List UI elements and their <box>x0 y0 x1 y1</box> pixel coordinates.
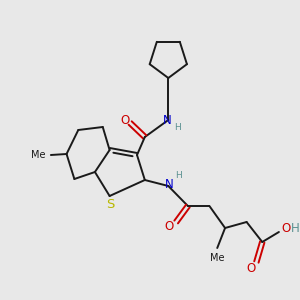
Text: H: H <box>175 172 182 181</box>
Text: O: O <box>282 223 291 236</box>
Text: O: O <box>121 113 130 127</box>
Text: O: O <box>246 262 255 275</box>
Text: H: H <box>291 223 299 236</box>
Text: O: O <box>165 220 174 232</box>
Text: S: S <box>106 199 115 212</box>
Text: N: N <box>163 113 172 127</box>
Text: Me: Me <box>210 253 224 263</box>
Text: N: N <box>165 178 174 190</box>
Text: H: H <box>174 122 181 131</box>
Text: Me: Me <box>32 150 46 160</box>
